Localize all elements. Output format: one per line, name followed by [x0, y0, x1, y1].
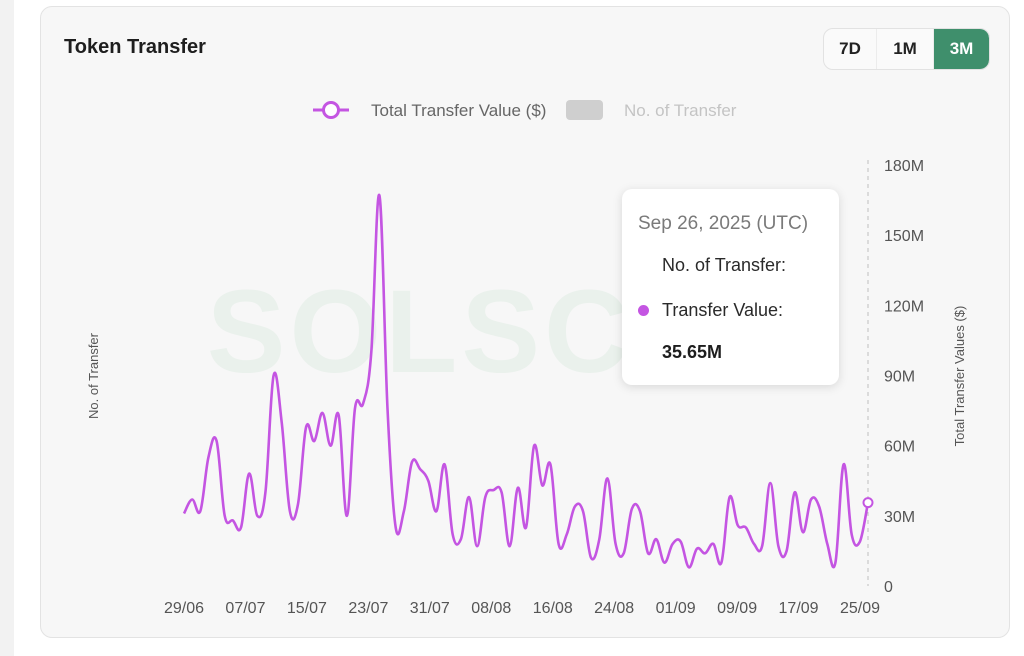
- x-tick-label: 15/07: [287, 600, 327, 617]
- y-tick-label: 60M: [884, 439, 915, 456]
- x-tick-label: 23/07: [348, 600, 388, 617]
- x-tick-label: 31/07: [410, 600, 450, 617]
- tooltip-transfer-value-label: Transfer Value:: [662, 300, 784, 320]
- legend-label-no-of-transfer: No. of Transfer: [624, 101, 737, 120]
- x-tick-label: 17/09: [779, 600, 819, 617]
- token-transfer-card: [40, 6, 1010, 638]
- series-layer: [182, 193, 874, 569]
- y-tick-label: 120M: [884, 298, 924, 315]
- legend: Total Transfer Value ($) No. of Transfer: [313, 100, 737, 120]
- tooltip-series-dot-icon: [638, 305, 649, 316]
- x-tick-label: 09/09: [717, 600, 757, 617]
- legend-item-no-of-transfer[interactable]: No. of Transfer: [566, 100, 737, 120]
- range-1m-button[interactable]: 1M: [877, 29, 934, 69]
- series-line-transfer-value: [182, 193, 870, 569]
- x-tick-label: 25/09: [840, 600, 880, 617]
- y-tick-label: 0: [884, 579, 893, 596]
- chart-tooltip: Sep 26, 2025 (UTC) No. of Transfer: Tran…: [622, 189, 839, 385]
- x-tick-label: 29/06: [164, 600, 204, 617]
- x-axis-ticks: 29/06 07/07 15/07 23/07 31/07 08/08 16/08 24/08…: [164, 600, 880, 617]
- watermark-logo: SOLSC: [207, 266, 634, 398]
- x-tick-label: 07/07: [225, 600, 265, 617]
- right-axis-label: Total Transfer Values ($): [952, 306, 967, 447]
- legend-item-transfer-value[interactable]: Total Transfer Value ($): [313, 101, 546, 120]
- x-tick-label: 16/08: [533, 600, 573, 617]
- left-scroll-strip: [0, 0, 14, 656]
- range-7d-button[interactable]: 7D: [824, 29, 877, 69]
- y-tick-label: 150M: [884, 228, 924, 245]
- range-3m-button[interactable]: 3M: [934, 29, 989, 69]
- legend-circle-icon: [322, 101, 340, 119]
- tooltip-date: Sep 26, 2025 (UTC): [638, 213, 809, 234]
- y-tick-label: 90M: [884, 369, 915, 386]
- tooltip-transfer-value: 35.65M: [662, 342, 723, 362]
- left-axis-label: No. of Transfer: [86, 332, 101, 419]
- x-tick-label: 08/08: [471, 600, 511, 617]
- x-tick-label: 01/09: [656, 600, 696, 617]
- legend-label-transfer-value: Total Transfer Value ($): [371, 101, 546, 120]
- y-axis-ticks: 0 30M 60M 90M 120M 150M 180M: [884, 158, 924, 596]
- card-title: Token Transfer: [64, 36, 206, 58]
- y-tick-label: 180M: [884, 158, 924, 175]
- legend-box-icon: [566, 100, 603, 120]
- range-selector: 7D 1M 3M: [823, 28, 990, 70]
- highlighted-data-point[interactable]: [862, 497, 874, 509]
- tooltip-no-of-transfer-label: No. of Transfer:: [662, 255, 787, 275]
- x-tick-label: 24/08: [594, 600, 634, 617]
- y-tick-label: 30M: [884, 509, 915, 526]
